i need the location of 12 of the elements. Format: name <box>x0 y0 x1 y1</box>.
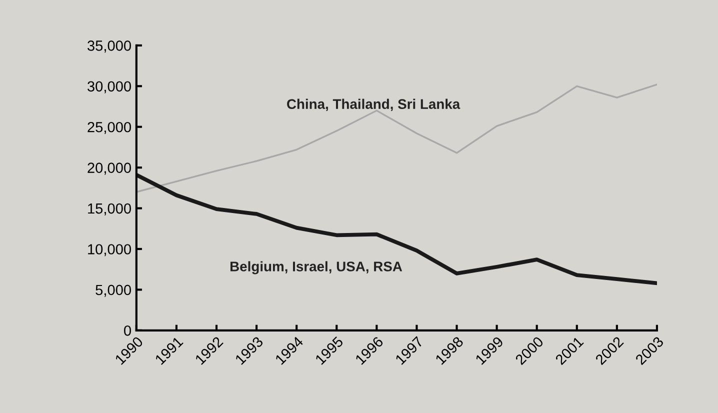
line-series <box>136 172 657 286</box>
y-tick-label: 30,000 <box>88 81 131 94</box>
y-tick-label: 10,000 <box>88 244 131 256</box>
y-tick-label: 35,000 <box>88 40 131 53</box>
y-tick-label: 5,000 <box>96 284 131 297</box>
y-tick-label: 20,000 <box>88 162 131 175</box>
y-tick-label: 25,000 <box>88 122 131 134</box>
series-label: China, Thailand, Sri Lanka <box>287 98 460 112</box>
series-label: Belgium, Israel, USA, RSA <box>230 261 402 274</box>
line-series <box>136 84 657 193</box>
y-tick-label: 0 <box>124 326 131 336</box>
y-tick-label: 15,000 <box>88 203 131 216</box>
